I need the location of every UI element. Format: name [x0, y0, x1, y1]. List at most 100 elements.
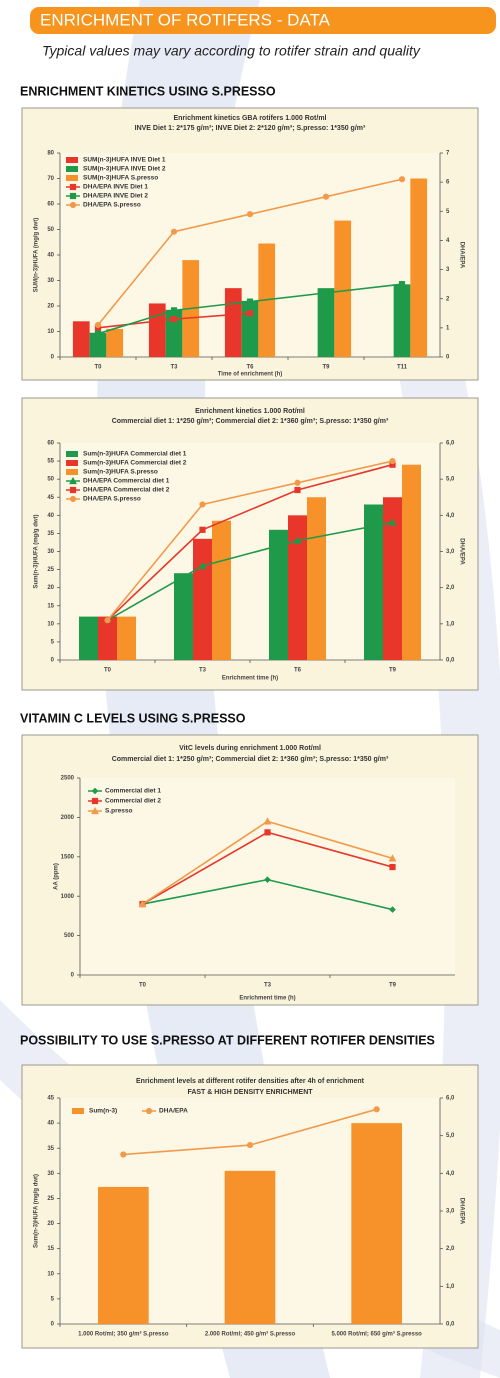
y2-axis-label: DHA/EPA — [458, 242, 464, 269]
y-tick-label: 5 — [51, 1296, 55, 1302]
y2-tick-label: 2 — [446, 296, 450, 302]
y-tick-label: 10 — [47, 329, 54, 335]
legend-marker — [69, 486, 77, 494]
marker — [104, 617, 111, 624]
marker — [138, 899, 147, 908]
bar — [174, 573, 193, 660]
marker — [170, 307, 178, 314]
y2-tick-label: 5,0 — [446, 477, 455, 483]
legend-swatch — [66, 451, 78, 457]
y-tick-label: 2500 — [61, 776, 75, 782]
y2-tick-label: 6,0 — [446, 1096, 455, 1102]
bar — [165, 309, 183, 357]
marker — [199, 501, 206, 508]
bar — [383, 497, 402, 660]
y-tick-label: 0 — [51, 658, 55, 664]
x-tick-label: T9 — [389, 983, 397, 989]
y-tick-label: 500 — [64, 933, 75, 939]
marker — [246, 310, 254, 317]
x-tick-label: 1.000 Rot/ml; 350 g/m³ S.presso — [78, 1331, 169, 1338]
y-tick-label: 0 — [51, 355, 55, 361]
marker — [170, 228, 178, 235]
marker — [294, 486, 301, 494]
marker — [373, 1106, 380, 1113]
y-tick-label: 0 — [51, 1322, 55, 1328]
y2-tick-label: 2,0 — [446, 585, 455, 591]
marker — [94, 330, 102, 337]
y2-tick-label: 7 — [446, 151, 450, 157]
y-tick-label: 50 — [47, 477, 54, 483]
bar — [193, 538, 212, 660]
chart-subtitle: INVE Diet 1: 2*175 g/m³; INVE Diet 2: 2*… — [135, 125, 366, 132]
bar — [269, 529, 288, 660]
marker — [94, 321, 102, 329]
y2-tick-label: 1,0 — [446, 1284, 455, 1290]
legend-marker — [69, 495, 77, 503]
bar — [402, 464, 421, 660]
y-axis-label: Sum(n-3)HUFA (mg/g dwt) — [34, 514, 40, 588]
y2-tick-label: 0,0 — [446, 1322, 455, 1328]
bar — [117, 616, 136, 660]
legend-label: DHA/EPA S.presso — [83, 202, 141, 209]
y2-tick-label: 2,0 — [446, 1246, 455, 1252]
chart-subtitle: Commercial diet 1: 1*250 g/m³; Commercia… — [112, 418, 389, 425]
y-tick-label: 80 — [47, 151, 54, 157]
y-tick-label: 30 — [47, 1171, 54, 1177]
legend-label: DHA/EPA INVE Diet 2 — [83, 193, 148, 200]
chart-title: Enrichment levels at different rotifer d… — [136, 1078, 365, 1085]
y-tick-label: 40 — [47, 1121, 54, 1127]
y2-tick-label: 4 — [446, 238, 450, 244]
y-axis-label: SUM(n-3)HUFA (mg/g dwt) — [34, 218, 40, 292]
marker — [246, 1141, 254, 1149]
y-tick-label: 55 — [47, 459, 54, 465]
y2-tick-label: 4,0 — [446, 513, 455, 519]
y-tick-label: 10 — [47, 1271, 54, 1277]
legend-label: Sum(n-3)HUFA Commercial diet 2 — [83, 460, 187, 467]
legend-label: Sum(n-3)HUFA S.presso — [83, 469, 158, 476]
y2-tick-label: 5,0 — [446, 1133, 455, 1139]
legend-label: SUM(n-3)HUFA INVE Diet 2 — [83, 166, 166, 173]
marker — [293, 536, 302, 544]
marker — [322, 193, 330, 200]
marker — [198, 561, 207, 570]
x-tick-label: T6 — [294, 668, 302, 674]
bar — [351, 1123, 402, 1324]
marker — [398, 176, 406, 183]
legend-marker — [91, 797, 99, 805]
y-tick-label: 25 — [47, 1196, 54, 1202]
x-tick-label: T11 — [397, 365, 408, 371]
section-heading: POSSIBILITY TO USE S.PRESSO AT DIFFERENT… — [20, 1033, 435, 1047]
marker — [170, 316, 178, 323]
legend-marker — [91, 806, 99, 815]
y-tick-label: 30 — [47, 278, 54, 284]
y-tick-label: 35 — [47, 531, 54, 537]
chart-title: VitC levels during enrichment 1.000 Rot/… — [179, 745, 321, 752]
y2-tick-label: 1 — [446, 325, 450, 331]
x-tick-label: T3 — [264, 983, 272, 989]
legend-marker — [69, 476, 77, 485]
line — [107, 521, 393, 621]
y-tick-label: 0 — [71, 973, 75, 979]
y-tick-label: 50 — [47, 227, 54, 233]
bar — [241, 300, 259, 357]
y-tick-label: 10 — [47, 621, 54, 627]
bar — [334, 220, 352, 357]
marker — [389, 906, 396, 913]
x-tick-label: T0 — [139, 983, 147, 989]
legend-swatch — [66, 175, 78, 181]
marker — [294, 479, 301, 486]
y2-tick-label: 1,0 — [446, 621, 455, 627]
y2-tick-label: 3,0 — [446, 1209, 455, 1215]
legend-marker — [69, 201, 77, 209]
y2-tick-label: 0,0 — [446, 658, 455, 664]
chart-subtitle: FAST & HIGH DENSITY ENRICHMENT — [187, 1089, 313, 1096]
legend-marker — [145, 1107, 153, 1115]
marker — [246, 211, 254, 218]
bar — [317, 288, 335, 357]
marker — [199, 526, 206, 533]
bar — [98, 1186, 149, 1324]
y2-tick-label: 3,0 — [446, 549, 455, 555]
bar — [79, 616, 98, 660]
chart-subtitle: Commercial diet 1: 1*250 g/m³; Commercia… — [112, 756, 389, 763]
x-axis-label: Time of enrichment (h) — [218, 372, 283, 378]
